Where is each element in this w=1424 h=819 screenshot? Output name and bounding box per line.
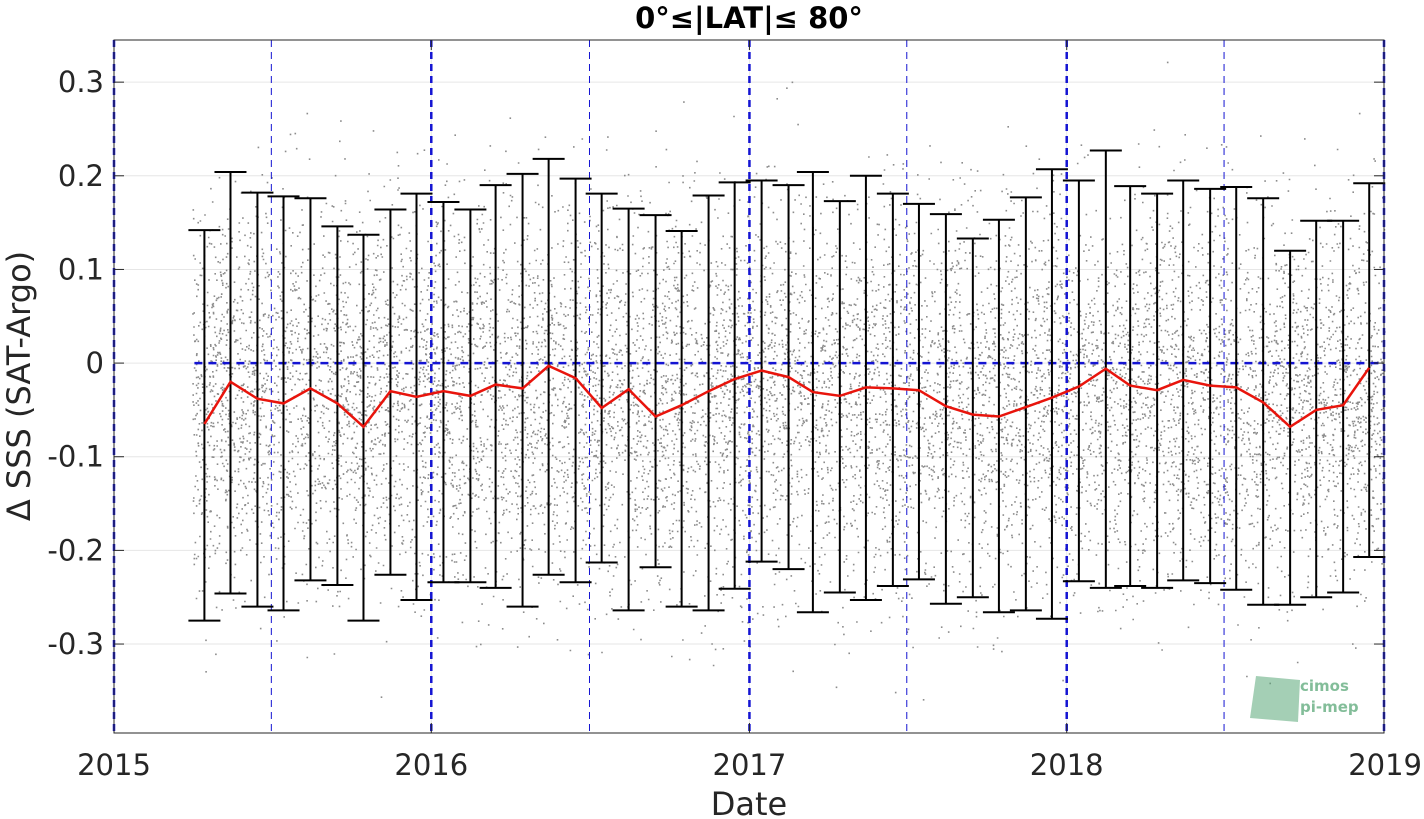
y-tick-label: 0.1 xyxy=(58,252,104,286)
y-tick-label: -0.3 xyxy=(47,627,104,661)
axes: -0.3 -0.2 -0.1 0 0.1 0.2 0.3 2015 2016 2017 2018 20… xyxy=(47,40,1422,782)
logo-text-line2: pi-mep xyxy=(1300,698,1359,716)
logo-shape xyxy=(1250,676,1300,722)
y-tick-label: 0 xyxy=(86,346,104,380)
x-tick-label: 2019 xyxy=(1348,748,1422,782)
y-axis-title: Δ SSS (SAT-Argo) xyxy=(0,251,38,521)
y-tick-label: 0.2 xyxy=(58,159,104,193)
error-bar xyxy=(585,192,618,564)
y-tick-label: 0.3 xyxy=(58,65,104,99)
error-bar xyxy=(1035,168,1068,620)
x-tick-label: 2018 xyxy=(1030,748,1104,782)
error-bar xyxy=(1009,196,1042,612)
error-bar xyxy=(559,177,592,584)
cimos-pimep-logo: cimos pi-mep xyxy=(1250,676,1359,722)
error-bar xyxy=(612,207,645,612)
y-tick-label: -0.1 xyxy=(47,440,104,474)
median-series xyxy=(203,364,1371,429)
error-bar xyxy=(1062,179,1095,583)
x-tick-label: 2016 xyxy=(394,748,468,782)
error-bar xyxy=(665,230,698,608)
error-bar xyxy=(321,225,354,587)
x-axis-title: Date xyxy=(711,785,787,819)
error-bar xyxy=(639,214,672,569)
x-tick-label: 2015 xyxy=(77,748,151,782)
x-tick-label: 2017 xyxy=(713,748,787,782)
error-bar xyxy=(718,181,751,590)
y-tick-label: -0.2 xyxy=(47,533,104,567)
error-bar xyxy=(1327,219,1360,594)
median-line xyxy=(203,364,1371,429)
error-bar xyxy=(929,213,962,605)
logo-text-line1: cimos xyxy=(1300,677,1349,695)
error-bar xyxy=(506,172,539,608)
chart-title: 0°≤|LAT|≤ 80° xyxy=(635,1,863,35)
error-bar xyxy=(956,237,989,599)
error-bar xyxy=(1353,182,1386,558)
error-bar xyxy=(188,229,221,622)
error-bar xyxy=(876,192,909,587)
error-bar xyxy=(692,194,725,612)
error-bar xyxy=(479,184,512,589)
